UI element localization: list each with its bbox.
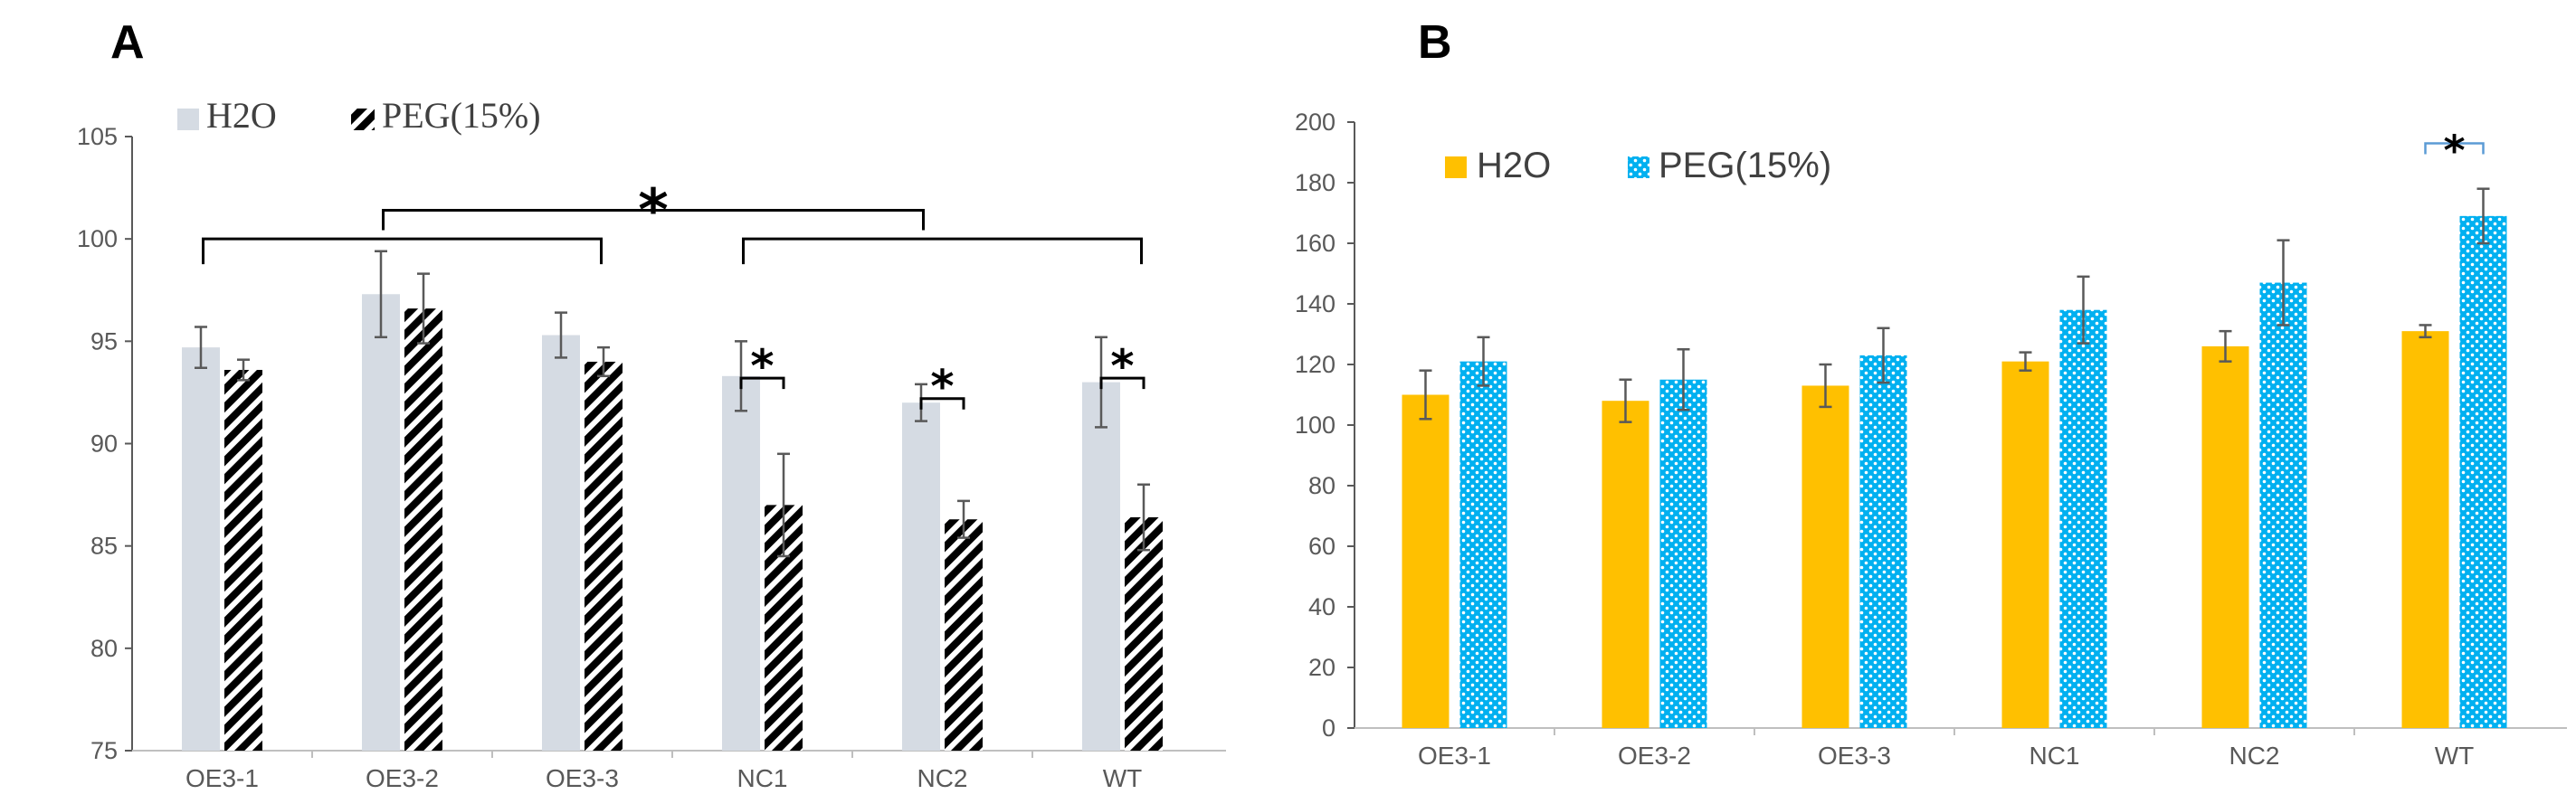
bar-peg	[2459, 215, 2507, 729]
panel-letter-b: B	[1418, 16, 1452, 69]
bar-peg	[1659, 379, 1707, 728]
x-tick-label: OE3-1	[185, 764, 259, 792]
significance-bracket	[382, 208, 925, 231]
x-tick-label: OE3-2	[1618, 742, 1691, 770]
y-tick-label: 105	[77, 123, 118, 150]
y-tick-label: 90	[90, 430, 118, 458]
bar-h2o	[362, 294, 400, 751]
x-tick-label: NC1	[2029, 742, 2079, 770]
y-tick-label: 40	[1308, 593, 1336, 620]
panel-b-legend: H2O PEG(15%)	[1445, 146, 1831, 185]
bar-h2o	[2001, 361, 2049, 728]
y-tick-label: 100	[77, 225, 118, 252]
significance-bracket	[2424, 142, 2485, 155]
significance-bracket	[202, 237, 603, 265]
y-tick-label: 20	[1308, 654, 1336, 681]
x-tick-label: OE3-2	[366, 764, 439, 792]
x-tick-label: WT	[2435, 742, 2475, 770]
significance-bracket	[1099, 376, 1145, 390]
panel-a-significance: * * * *	[202, 177, 1145, 413]
y-tick-label: 200	[1295, 109, 1336, 136]
x-tick-label: OE3-1	[1418, 742, 1491, 770]
panel-a: A 75 80 85 90 95 100 105 OE3-1 OE3-2 OE3-3 NC1 NC2 W…	[77, 16, 1226, 792]
bar-h2o	[542, 335, 580, 751]
legend-label-peg: PEG(15%)	[382, 95, 541, 136]
x-tick-label: NC1	[737, 764, 787, 792]
panel-letter-a: A	[110, 16, 145, 69]
bar-h2o	[2401, 331, 2449, 728]
legend-swatch-peg	[1628, 156, 1649, 178]
y-tick-label: 120	[1295, 351, 1336, 378]
y-tick-label: 160	[1295, 230, 1336, 257]
panel-b-bars	[1402, 215, 2507, 729]
x-tick-label: NC2	[2229, 742, 2279, 770]
bar-h2o	[2201, 345, 2249, 728]
x-tick-label: OE3-3	[546, 764, 619, 792]
x-tick-label: OE3-3	[1818, 742, 1891, 770]
bar-h2o	[902, 402, 940, 751]
bar-h2o	[1602, 401, 1649, 728]
legend-swatch-h2o	[1445, 156, 1467, 178]
significance-star: *	[2443, 126, 2465, 175]
bar-peg	[2259, 282, 2307, 728]
significance-bracket	[919, 397, 965, 410]
bar-peg	[1859, 355, 1907, 728]
y-tick-label: 85	[90, 533, 118, 560]
legend-label-peg: PEG(15%)	[1659, 146, 1831, 185]
x-tick-label: WT	[1103, 764, 1143, 792]
bar-h2o	[1402, 394, 1450, 728]
y-tick-label: 80	[90, 635, 118, 662]
panel-a-axes: 75 80 85 90 95 100 105 OE3-1 OE3-2 OE3-3 NC1 NC2 WT	[77, 123, 1226, 792]
panel-a-error-bars	[195, 250, 1150, 558]
legend-swatch-h2o	[177, 109, 199, 130]
bar-peg	[224, 370, 262, 751]
bar-h2o	[1082, 382, 1120, 751]
legend-label-h2o: H2O	[1477, 146, 1551, 185]
panel-b-error-bars	[1419, 187, 2490, 423]
y-tick-label: 95	[90, 327, 118, 355]
significance-star: *	[930, 361, 954, 413]
bar-peg	[585, 361, 623, 751]
bar-peg	[1125, 516, 1163, 751]
significance-star: *	[638, 177, 668, 244]
bar-peg	[1459, 361, 1507, 728]
y-tick-label: 80	[1308, 472, 1336, 499]
bar-peg	[404, 308, 442, 751]
significance-bracket	[739, 376, 785, 390]
x-tick-label: NC2	[917, 764, 967, 792]
bar-h2o	[182, 347, 220, 751]
y-tick-label: 140	[1295, 290, 1336, 317]
significance-bracket	[742, 237, 1143, 265]
legend-swatch-peg	[351, 109, 375, 130]
bar-peg	[945, 519, 983, 751]
y-tick-label: 100	[1295, 411, 1336, 439]
bar-h2o	[1801, 385, 1849, 728]
significance-star: *	[1110, 340, 1134, 393]
y-tick-label: 60	[1308, 533, 1336, 560]
panel-b-significance: *	[2424, 126, 2485, 175]
panel-b: B 0 20 40 60 80 100 120 140 160 180 200 OE3-1 OE3-2 O…	[1295, 16, 2567, 770]
legend-label-h2o: H2O	[206, 95, 277, 136]
bar-peg	[2059, 309, 2107, 728]
significance-star: *	[750, 340, 774, 393]
y-tick-label: 75	[90, 737, 118, 764]
y-tick-label: 0	[1322, 714, 1336, 742]
y-tick-label: 180	[1295, 169, 1336, 196]
panel-b-axes: 0 20 40 60 80 100 120 140 160 180 200 OE3-1 OE3-2 OE3…	[1295, 109, 2567, 770]
bar-h2o	[722, 375, 760, 751]
panel-a-legend: H2O PEG(15%)	[177, 95, 541, 136]
panel-a-bars	[182, 294, 1163, 751]
